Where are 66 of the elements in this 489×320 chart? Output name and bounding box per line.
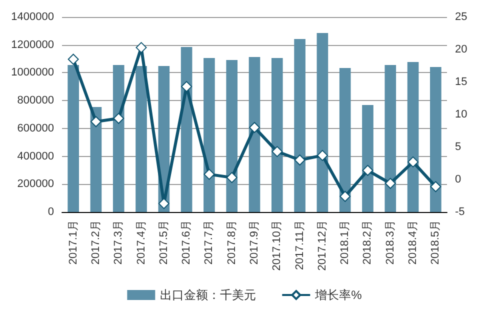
y-tick-label: 800000: [17, 94, 54, 107]
x-tick-label: 2018.5月: [430, 220, 442, 265]
point: [430, 181, 442, 192]
point: [384, 178, 396, 189]
point: [158, 198, 170, 210]
point: [249, 122, 260, 133]
x-tick-label: 2017.6月: [180, 220, 193, 265]
y2-tick-label: -5: [455, 206, 465, 218]
bar: [271, 58, 283, 212]
bar: [112, 65, 124, 212]
y-tick-label: 1200000: [11, 38, 54, 51]
point: [181, 81, 192, 92]
y-tick-label: 0: [48, 206, 54, 218]
bar: [339, 68, 351, 212]
x-tick-label: 2018.3月: [384, 220, 396, 265]
bar: [407, 62, 419, 212]
bar: [362, 105, 374, 212]
bar: [248, 56, 260, 212]
y-tick-label: 1400000: [11, 11, 54, 23]
x-tick-label: 2017.10月: [271, 220, 284, 271]
bar: [90, 106, 102, 212]
point: [113, 112, 124, 124]
bar: [430, 67, 442, 212]
y-tick-label: 600000: [17, 122, 54, 134]
point: [272, 146, 283, 158]
bar: [136, 66, 147, 212]
y2-tick-label: 20: [455, 44, 468, 56]
x-tick-label: 2018.4月: [407, 220, 420, 265]
x-tick-label: 2017.12月: [316, 220, 328, 271]
bar: [226, 60, 238, 212]
y2-tick-label: 25: [455, 11, 468, 23]
point: [408, 156, 419, 168]
bar: [294, 39, 306, 212]
point: [316, 150, 328, 161]
x-tick-label: 2018.2月: [362, 220, 374, 265]
legend-label: 出口金额：千美元: [160, 288, 256, 302]
point: [294, 154, 306, 166]
x-tick-label: 2017.8月: [226, 220, 238, 265]
y2-tick-label: 0: [455, 174, 462, 186]
x-tick-label: 2017.11月: [294, 220, 306, 270]
x-tick-label: 2018.1月: [339, 220, 352, 265]
x-tick-label: 2017.3月: [112, 220, 125, 265]
y2-tick-label: 15: [455, 76, 468, 88]
point: [90, 116, 102, 128]
bar: [316, 33, 328, 212]
point: [362, 164, 374, 176]
point: [340, 190, 351, 202]
y-tick-label: 1000000: [11, 66, 54, 79]
y2-tick-label: 10: [455, 108, 468, 120]
bar: [68, 65, 79, 212]
point: [226, 172, 238, 184]
y-tick-label: 200000: [17, 178, 54, 190]
point: [136, 42, 147, 54]
y-tick-label: 400000: [17, 150, 54, 162]
x-tick-label: 2017.2月: [90, 220, 102, 265]
bar: [204, 58, 215, 212]
legend-label: 增长率%: [314, 288, 362, 302]
x-tick-label: 2017.5月: [158, 220, 170, 265]
point: [68, 54, 79, 65]
x-tick-label: 2017.4月: [135, 220, 148, 265]
bar: [384, 65, 396, 212]
x-tick-label: 2017.9月: [248, 220, 260, 265]
point: [204, 168, 215, 180]
x-tick-label: 2017.7月: [203, 220, 216, 265]
x-tick-label: 2017.1月: [67, 220, 80, 265]
y2-tick-label: 5: [455, 141, 462, 153]
